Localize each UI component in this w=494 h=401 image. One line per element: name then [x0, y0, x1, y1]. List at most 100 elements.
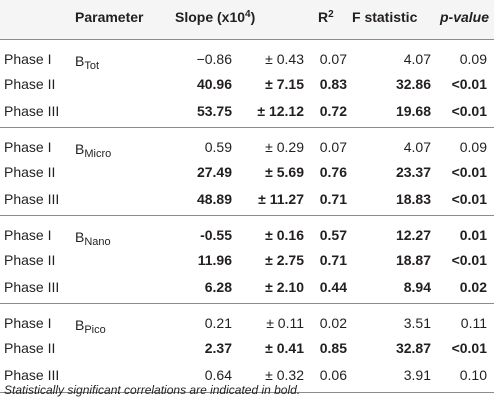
- f-statistic-cell: 8.94: [403, 279, 431, 295]
- table-row: Phase I 0.21 ± 0.11 0.02 3.51 0.11: [0, 309, 494, 335]
- r2-cell: 0.57: [319, 227, 347, 243]
- phase-cell: Phase II: [4, 76, 56, 92]
- slope-cell: -0.55: [200, 227, 232, 243]
- f-statistic-cell: 3.51: [403, 315, 431, 331]
- slope-error-cell: ± 5.69: [265, 164, 304, 180]
- slope-error-cell: ± 11.27: [258, 191, 304, 207]
- parameter-group: BNano Phase I -0.55 ± 0.16 0.57 12.27 0.01 Phas…: [0, 216, 494, 304]
- parameter-label-subscript: Micro: [84, 148, 112, 160]
- p-value-cell: <0.01: [451, 340, 487, 356]
- header-slope-suffix: ): [250, 9, 256, 25]
- slope-error-cell: ± 2.10: [265, 279, 304, 295]
- slope-cell: 6.28: [204, 279, 232, 295]
- p-value-cell: 0.02: [459, 279, 487, 295]
- r2-cell: 0.71: [319, 191, 347, 207]
- r2-cell: 0.07: [319, 139, 347, 155]
- table-row: Phase II 27.49 ± 5.69 0.76 23.37 <0.01: [0, 158, 494, 184]
- r2-cell: 0.72: [319, 103, 347, 119]
- header-slope-prefix: Slope (x10: [175, 9, 246, 25]
- parameter-label-base: B: [75, 141, 85, 157]
- parameter-label-subscript: Pico: [84, 324, 106, 336]
- parameter-label: BPico: [75, 317, 106, 336]
- table-row: Phase III 48.89 ± 11.27 0.71 18.83 <0.01: [0, 185, 494, 211]
- slope-cell: 11.96: [197, 252, 232, 268]
- phase-cell: Phase I: [4, 51, 52, 67]
- slope-cell: 48.89: [196, 191, 232, 207]
- f-statistic-cell: 4.07: [403, 51, 431, 67]
- header-p-value: p-value: [440, 9, 490, 25]
- r2-cell: 0.02: [319, 315, 347, 331]
- r2-cell: 0.76: [319, 164, 347, 180]
- table-header: Parameter Slope (x104) R2 F statistic p-…: [0, 0, 494, 40]
- r2-cell: 0.44: [319, 279, 347, 295]
- slope-error-cell: ± 2.75: [265, 252, 304, 268]
- parameter-label-base: B: [75, 229, 85, 245]
- f-statistic-cell: 18.83: [395, 191, 431, 207]
- parameter-group: BMicro Phase I 0.59 ± 0.29 0.07 4.07 0.09 Phase…: [0, 128, 494, 216]
- parameter-label: BNano: [75, 229, 111, 248]
- slope-cell: 2.37: [204, 340, 232, 356]
- slope-error-cell: ± 0.41: [265, 340, 304, 356]
- slope-error-cell: ± 0.29: [265, 139, 304, 155]
- table-row: Phase III 53.75 ± 12.12 0.72 19.68 <0.01: [0, 97, 494, 123]
- p-value-cell: <0.01: [451, 252, 487, 268]
- slope-cell: 0.64: [204, 367, 232, 383]
- table-row: Phase I −0.86 ± 0.43 0.07 4.07 0.09: [0, 45, 494, 71]
- header-slope-exponent: 4: [245, 9, 251, 20]
- f-statistic-cell: 23.37: [395, 164, 431, 180]
- f-statistic-cell: 19.68: [395, 103, 431, 119]
- table-row: Phase II 11.96 ± 2.75 0.71 18.87 <0.01: [0, 246, 494, 272]
- slope-cell: −0.86: [196, 51, 232, 67]
- p-value-cell: <0.01: [451, 103, 487, 119]
- slope-cell: 0.21: [204, 315, 232, 331]
- p-value-cell: 0.01: [459, 227, 487, 243]
- header-r2-base: R: [318, 9, 329, 25]
- phase-cell: Phase I: [4, 139, 52, 155]
- header-r2: R2: [318, 9, 334, 25]
- table-row: Phase III 6.28 ± 2.10 0.44 8.94 0.02: [0, 273, 494, 299]
- slope-error-cell: ± 7.15: [265, 76, 304, 92]
- p-value-cell: 0.11: [460, 315, 487, 331]
- f-statistic-cell: 3.91: [403, 367, 431, 383]
- parameter-group: BTot Phase I −0.86 ± 0.43 0.07 4.07 0.09 Phase …: [0, 40, 494, 128]
- slope-cell: 53.75: [196, 103, 232, 119]
- phase-cell: Phase III: [4, 279, 60, 295]
- f-statistic-cell: 32.87: [395, 340, 431, 356]
- slope-error-cell: ± 0.32: [265, 367, 304, 383]
- p-value-cell: 0.09: [459, 139, 487, 155]
- r2-cell: 0.85: [319, 340, 347, 356]
- p-value-cell: 0.10: [459, 367, 487, 383]
- parameter-label-base: B: [75, 317, 85, 333]
- f-statistic-cell: 18.87: [395, 252, 431, 268]
- parameter-label: BMicro: [75, 141, 111, 160]
- parameter-group: BPico Phase I 0.21 ± 0.11 0.02 3.51 0.11 Phase …: [0, 304, 494, 393]
- r2-cell: 0.83: [319, 76, 347, 92]
- phase-cell: Phase III: [4, 367, 60, 383]
- header-r2-exponent: 2: [328, 9, 334, 20]
- phase-cell: Phase I: [4, 315, 52, 331]
- header-f-statistic: F statistic: [352, 9, 418, 25]
- p-value-cell: <0.01: [451, 76, 487, 92]
- table-body: BTot Phase I −0.86 ± 0.43 0.07 4.07 0.09 Phase …: [0, 40, 494, 393]
- r2-cell: 0.71: [319, 252, 347, 268]
- phase-cell: Phase III: [4, 103, 60, 119]
- phase-cell: Phase II: [4, 164, 56, 180]
- phase-cell: Phase I: [4, 227, 52, 243]
- table-row: Phase I -0.55 ± 0.16 0.57 12.27 0.01: [0, 221, 494, 247]
- f-statistic-cell: 12.27: [395, 227, 431, 243]
- f-statistic-cell: 32.86: [395, 76, 431, 92]
- slope-cell: 27.49: [196, 164, 232, 180]
- header-parameter: Parameter: [75, 9, 144, 25]
- p-value-cell: <0.01: [451, 191, 487, 207]
- slope-error-cell: ± 0.43: [265, 51, 304, 67]
- slope-cell: 0.59: [204, 139, 232, 155]
- slope-cell: 40.96: [196, 76, 232, 92]
- header-slope: Slope (x104): [175, 9, 255, 25]
- table-row: Phase II 2.37 ± 0.41 0.85 32.87 <0.01: [0, 334, 494, 360]
- table-row: Phase III 0.64 ± 0.32 0.06 3.91 0.10: [0, 361, 494, 387]
- parameter-label: BTot: [75, 53, 99, 72]
- phase-cell: Phase III: [4, 191, 60, 207]
- slope-error-cell: ± 0.16: [265, 227, 304, 243]
- table-row: Phase I 0.59 ± 0.29 0.07 4.07 0.09: [0, 133, 494, 159]
